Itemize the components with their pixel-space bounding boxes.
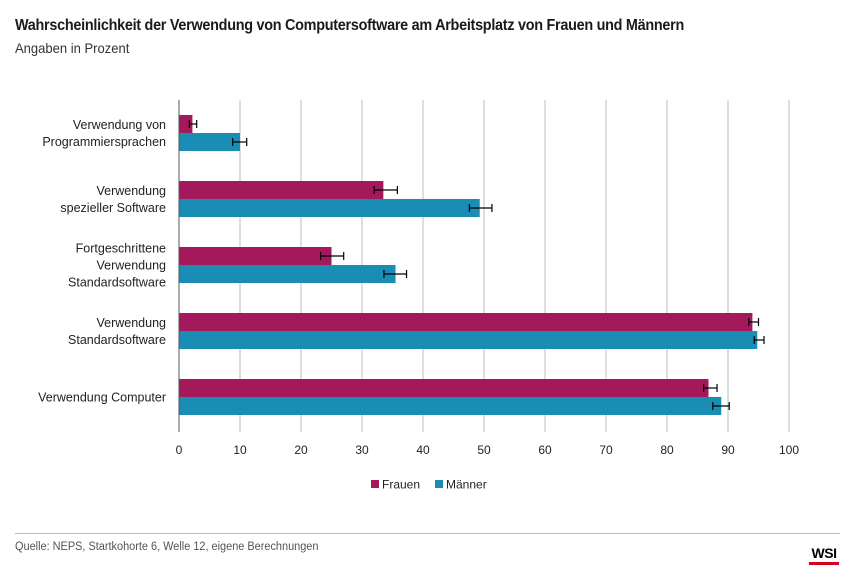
bar-mnner xyxy=(179,331,758,349)
category-label-line: Fortgeschrittene xyxy=(76,242,166,256)
x-tick-label: 80 xyxy=(660,443,674,457)
bars xyxy=(179,115,758,415)
category-label-line: Verwendung xyxy=(96,259,166,273)
source-note: Quelle: NEPS, Startkohorte 6, Welle 12, … xyxy=(15,541,319,553)
category-label-line: Verwendung xyxy=(96,316,166,330)
category-label: Fortgeschrittene Verwendung Standardsoftwa… xyxy=(68,242,166,290)
category-label: Verwendung Standardsoftware xyxy=(68,316,166,347)
bar-mnner xyxy=(179,133,240,151)
x-tick-label: 70 xyxy=(599,443,613,457)
bar-frauen xyxy=(179,313,753,331)
category-label-line: Programmiersprachen xyxy=(42,135,166,149)
bar-frauen xyxy=(179,379,709,397)
bar-mnner xyxy=(179,397,722,415)
x-tick-label: 10 xyxy=(233,443,247,457)
category-label: Verwendung von Programmiersprachen xyxy=(42,118,166,149)
category-label-line: Verwendung Computer xyxy=(38,391,166,405)
bar-chart: 0 10 20 30 40 50 60 70 80 90 100 Verwendung von Pro… xyxy=(38,100,799,492)
logo-accent-bar xyxy=(809,562,839,565)
x-axis: 0 10 20 30 40 50 60 70 80 90 100 xyxy=(176,100,799,457)
logo-text: WSI xyxy=(811,545,837,561)
x-tick-label: 100 xyxy=(779,443,799,457)
x-tick-label: 50 xyxy=(477,443,491,457)
x-tick-label: 0 xyxy=(176,443,183,457)
error-bars xyxy=(188,120,765,410)
legend-label: Frauen xyxy=(382,478,420,492)
category-label: Verwendung Computer xyxy=(38,391,166,405)
bar-frauen xyxy=(179,181,384,199)
bar-frauen xyxy=(179,247,332,265)
chart-title: Wahrscheinlichkeit der Verwendung von Co… xyxy=(15,17,685,34)
category-label: Verwendung spezieller Software xyxy=(60,184,166,215)
x-tick-label: 90 xyxy=(721,443,735,457)
legend-label: Männer xyxy=(446,478,487,492)
legend-swatch xyxy=(435,480,443,488)
legend: Frauen Männer xyxy=(371,478,487,492)
chart-subtitle: Angaben in Prozent xyxy=(15,40,130,56)
category-label-line: Verwendung xyxy=(96,184,166,198)
x-tick-label: 30 xyxy=(355,443,369,457)
category-label-line: Standardsoftware xyxy=(68,333,166,347)
bar-mnner xyxy=(179,199,480,217)
bar-frauen xyxy=(179,115,193,133)
bar-mnner xyxy=(179,265,396,283)
x-tick-label: 40 xyxy=(416,443,430,457)
category-label-line: Verwendung von xyxy=(73,118,166,132)
legend-swatch xyxy=(371,480,379,488)
category-labels: Verwendung von ProgrammiersprachenVerwend… xyxy=(38,118,166,405)
category-label-line: Standardsoftware xyxy=(68,276,166,290)
x-tick-label: 60 xyxy=(538,443,552,457)
wsi-logo: WSI xyxy=(808,545,840,567)
footer-divider xyxy=(15,533,840,534)
grid-lines xyxy=(239,100,790,432)
x-tick-label: 20 xyxy=(294,443,308,457)
category-label-line: spezieller Software xyxy=(60,201,166,215)
